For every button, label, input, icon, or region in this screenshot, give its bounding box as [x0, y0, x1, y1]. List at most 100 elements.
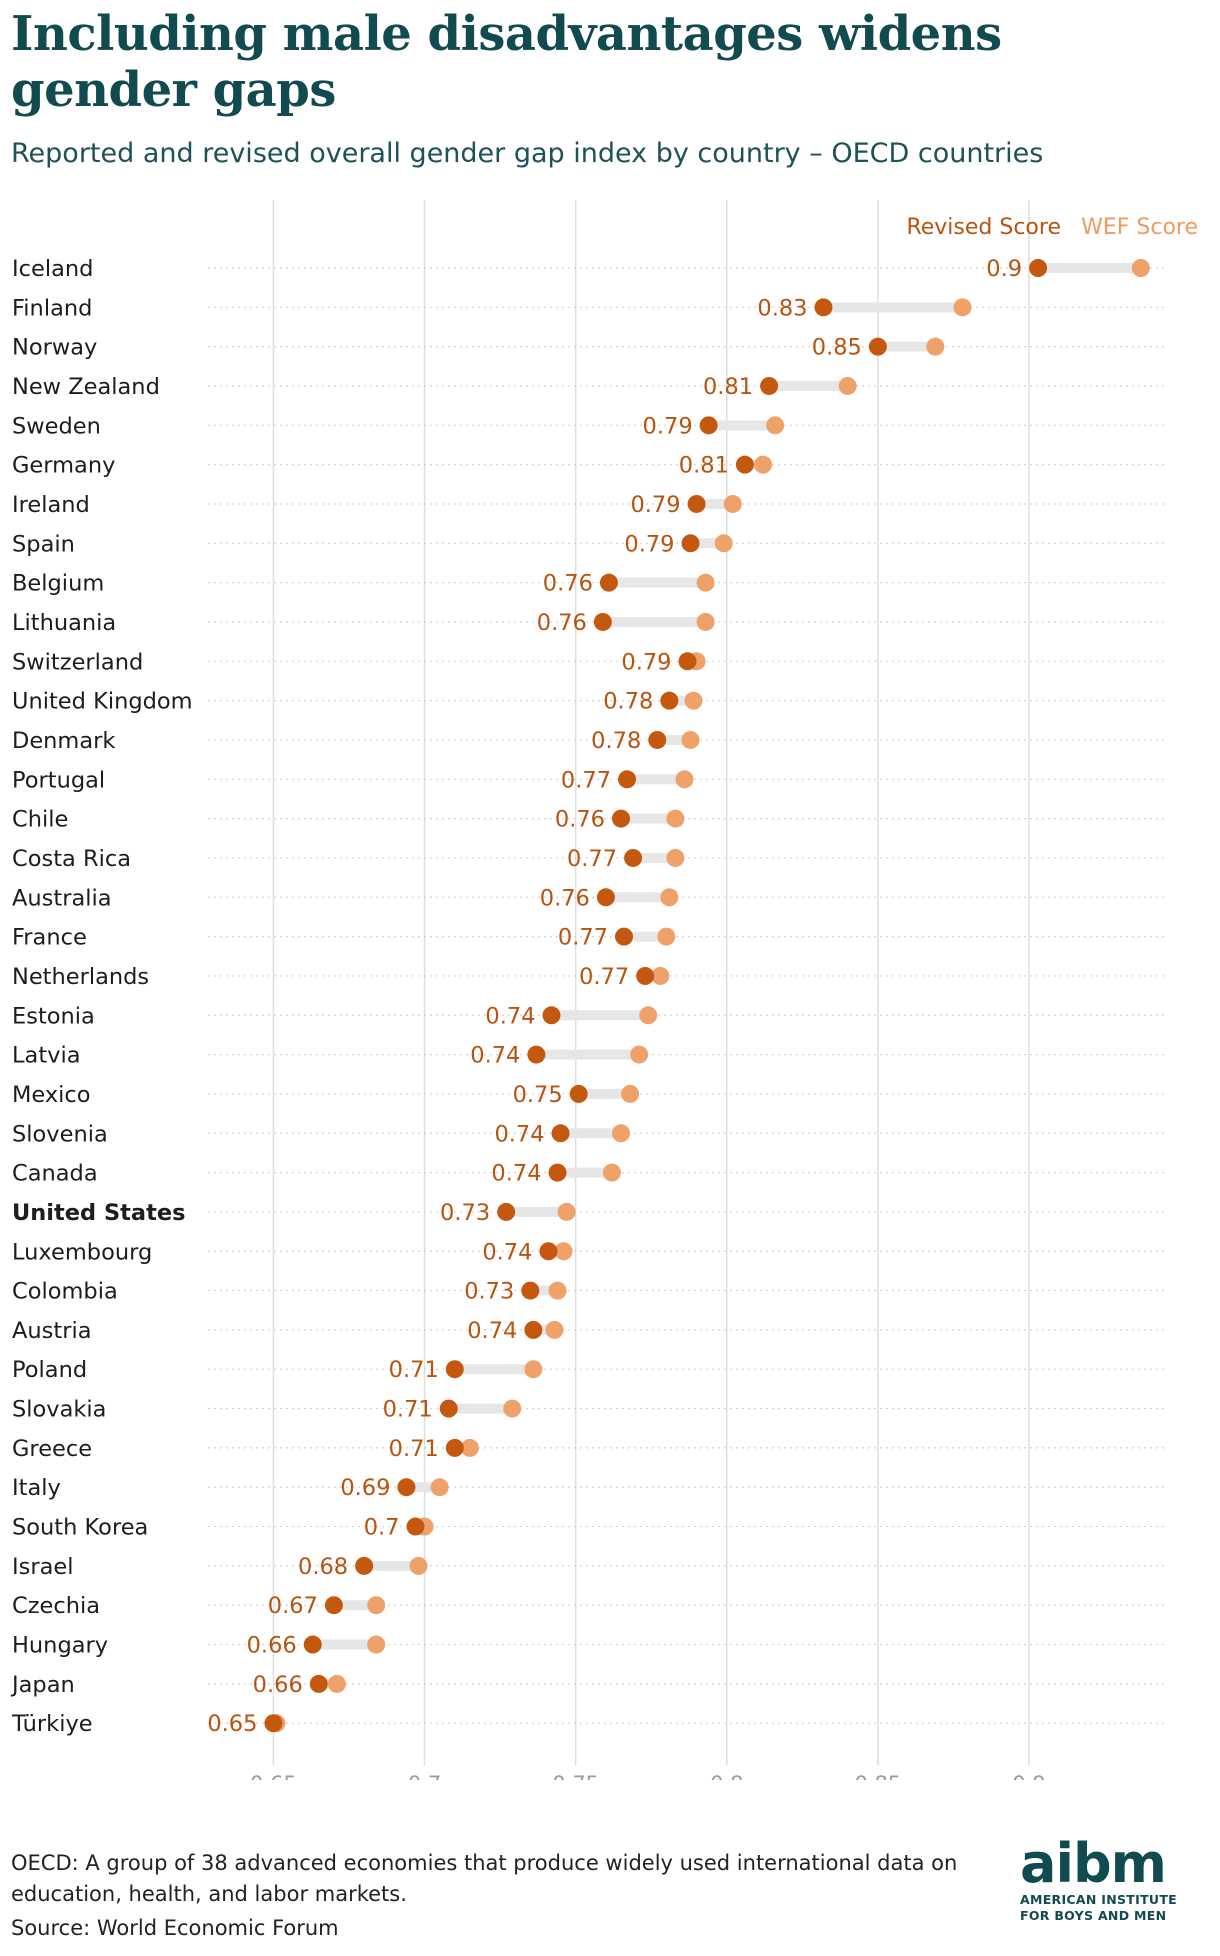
chart-subtitle: Reported and revised overall gender gap … [11, 138, 1044, 169]
revised-value-label: 0.77 [567, 846, 617, 872]
wef-score-dot [639, 1006, 658, 1025]
chart-row: Belgium 0.76 [12, 571, 1165, 597]
revised-value-label: 0.79 [630, 492, 680, 518]
country-label: Norway [12, 335, 97, 361]
revised-score-dot [521, 1281, 540, 1300]
wef-score-dot [612, 1124, 630, 1143]
chart-row: Chile 0.76 [12, 807, 1165, 833]
revised-value-label: 0.78 [591, 728, 641, 754]
revised-score-dot [548, 1163, 567, 1182]
country-label: Israel [12, 1554, 74, 1580]
revised-value-label: 0.69 [340, 1475, 390, 1501]
chart-row: Switzerland 0.79 [12, 649, 1165, 675]
revised-value-label: 0.66 [253, 1672, 303, 1698]
chart-row: United States 0.73 [12, 1200, 1165, 1226]
chart-row: Ireland 0.79 [12, 492, 1165, 518]
chart-row: Germany 0.81 [12, 453, 1165, 479]
chart-row: Colombia 0.73 [12, 1279, 1165, 1305]
revised-score-dot [612, 809, 630, 828]
country-label: Chile [12, 807, 68, 833]
wef-score-dot [1131, 259, 1150, 277]
revised-value-label: 0.67 [268, 1593, 318, 1619]
revised-score-dot [599, 573, 618, 592]
revised-value-label: 0.81 [679, 453, 729, 479]
wef-score-dot [766, 416, 785, 435]
chart-row: South Korea 0.7 [12, 1515, 1165, 1541]
revised-score-dot [648, 730, 667, 749]
country-label: Estonia [12, 1003, 95, 1029]
chart-row: Canada 0.74 [12, 1161, 1165, 1187]
wef-score-dot [430, 1478, 449, 1497]
revised-value-label: 0.74 [482, 1239, 532, 1265]
country-label: Italy [12, 1475, 61, 1501]
country-label: Hungary [12, 1633, 108, 1659]
revised-score-dot [309, 1674, 328, 1693]
country-label: South Korea [12, 1515, 148, 1541]
revised-value-label: 0.83 [757, 295, 807, 321]
wef-score-dot [602, 1163, 621, 1182]
chart-row: New Zealand 0.81 [12, 374, 1165, 400]
wef-score-dot [953, 298, 972, 317]
wef-score-dot [367, 1596, 386, 1615]
revised-value-label: 0.74 [485, 1003, 535, 1029]
legend-wef-score: WEF Score [1081, 215, 1198, 240]
revised-score-dot [524, 1320, 543, 1339]
country-label: Costa Rica [12, 846, 131, 872]
revised-score-dot [439, 1399, 458, 1418]
country-label: Luxembourg [12, 1239, 152, 1265]
revised-value-label: 0.71 [389, 1436, 439, 1462]
chart-row: France 0.77 [12, 925, 1165, 951]
wef-score-dot [681, 730, 700, 749]
aibm-logo: aibm AMERICAN INSTITUTE FOR BOYS AND MEN [1020, 1836, 1205, 1936]
country-label: Türkiye [11, 1711, 93, 1737]
revised-value-label: 0.9 [986, 256, 1022, 282]
revised-score-dot [699, 416, 718, 435]
dumbbell-chart: Iceland 0.9 Finland 0.83 Norway 0.85 New Zeala… [10, 200, 1198, 1780]
revised-value-label: 0.7 [364, 1515, 400, 1541]
revised-score-dot [596, 888, 615, 907]
country-label: Latvia [12, 1043, 81, 1069]
chart-row: Israel 0.68 [12, 1554, 1165, 1580]
revised-value-label: 0.85 [812, 335, 862, 361]
wef-score-dot [714, 534, 733, 553]
country-label: Portugal [12, 767, 105, 793]
wef-score-dot [754, 455, 773, 474]
revised-score-dot [264, 1714, 283, 1733]
wef-score-dot [660, 888, 679, 907]
chart-row: Greece 0.71 [12, 1436, 1165, 1462]
country-label: Canada [12, 1161, 98, 1187]
wef-score-dot [675, 770, 694, 789]
country-label: Australia [12, 885, 112, 911]
chart-row: Japan 0.66 [10, 1672, 1165, 1698]
logo-line-2: FOR BOYS AND MEN [1020, 1908, 1167, 1923]
wef-score-dot [696, 612, 715, 631]
country-label: Switzerland [12, 649, 143, 675]
legend-revised-score: Revised Score [906, 215, 1061, 240]
wef-score-dot [327, 1674, 346, 1693]
wef-score-dot [621, 1084, 640, 1103]
x-tick-label: 0.8 [710, 1772, 743, 1780]
chart-row: Mexico 0.75 [12, 1082, 1165, 1108]
revised-score-dot [569, 1084, 588, 1103]
country-label: Lithuania [12, 610, 116, 636]
revised-value-label: 0.76 [543, 571, 593, 597]
wef-score-dot [367, 1635, 386, 1654]
revised-score-dot [624, 848, 643, 867]
country-label: Colombia [12, 1279, 118, 1305]
revised-value-label: 0.79 [643, 413, 693, 439]
revised-value-label: 0.79 [621, 649, 671, 675]
chart-title: Including male disadvantages widens gend… [11, 6, 1002, 118]
chart-row: Poland 0.71 [12, 1357, 1165, 1383]
country-label: Mexico [12, 1082, 91, 1108]
chart-row: Czechia 0.67 [12, 1593, 1165, 1619]
revised-score-dot [539, 1242, 558, 1261]
x-axis: 0.65 0.7 0.75 0.8 0.85 0.9 [250, 1772, 1046, 1780]
revised-score-dot [681, 534, 700, 553]
revised-value-label: 0.74 [467, 1318, 517, 1344]
chart-row: Spain 0.79 [12, 531, 1165, 557]
chart-row: Austria 0.74 [12, 1318, 1165, 1344]
revised-score-dot [497, 1202, 516, 1221]
country-label: Belgium [12, 571, 104, 597]
wef-score-dot [503, 1399, 522, 1418]
chart-row: Norway 0.85 [12, 335, 1165, 361]
